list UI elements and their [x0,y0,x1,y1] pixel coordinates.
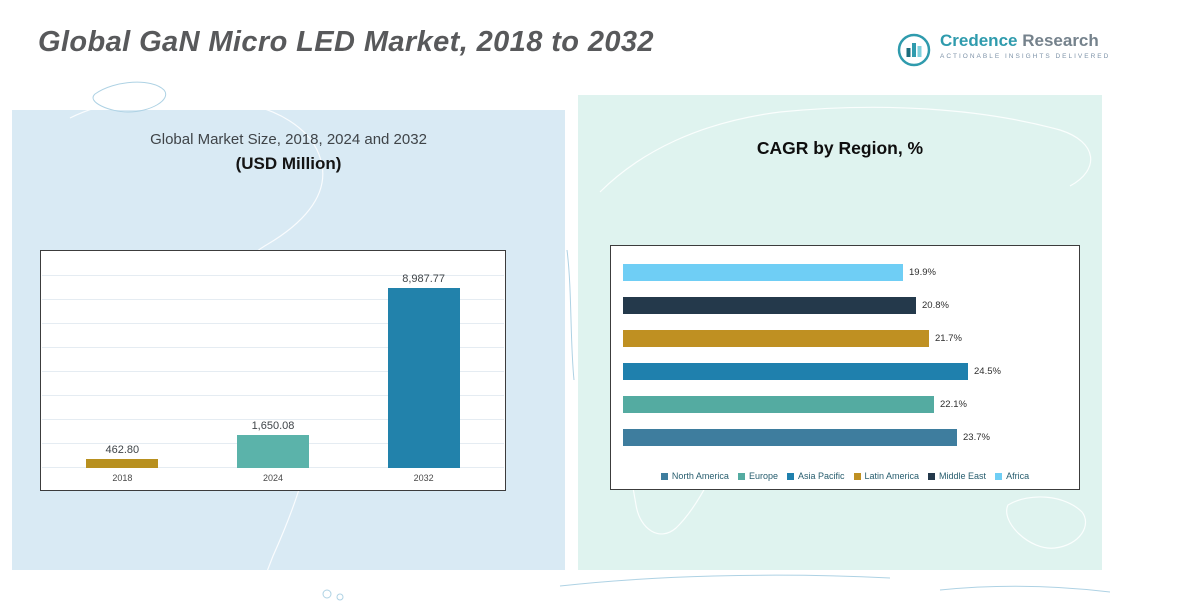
cagr-value-label: 22.1% [940,399,967,410]
cagr-value-label: 23.7% [963,432,990,443]
legend-item-middle-east: Middle East [928,471,986,481]
legend-item-africa: Africa [995,471,1029,481]
cagr-value-label: 24.5% [974,366,1001,377]
page-title: Global GaN Micro LED Market, 2018 to 203… [38,26,654,58]
market-size-chart-title: Global Market Size, 2018, 2024 and 2032 [150,131,427,148]
bar-group-2032: 8,987.77 2032 [349,273,498,488]
legend-swatch [928,472,936,480]
legend-label: Asia Pacific [797,471,845,481]
cagr-bar-north-america [623,429,957,446]
cagr-row-asia-pacific: 24.5% [623,363,1073,380]
bar-category-label: 2018 [112,473,133,483]
bar-value-label: 462.80 [105,443,140,456]
bar-group-2024: 1,650.08 2024 [198,420,347,488]
market-size-bar-2018 [86,458,159,468]
cagr-bar-latin-america [623,330,929,347]
legend-label: Africa [1006,471,1030,481]
brand-tagline: ACTIONABLE INSIGHTS DELIVERED [940,52,1111,60]
cagr-bar-africa [623,264,903,281]
bar-category-label: 2032 [413,473,434,483]
legend-swatch [786,472,794,480]
cagr-bar-europe [623,396,934,413]
legend-item-asia-pacific: Asia Pacific [786,471,845,481]
cagr-row-europe: 22.1% [623,396,1073,413]
cagr-row-middle-east: 20.8% [623,297,1073,314]
brand-name: Credence Research [940,31,1110,51]
legend-swatch [995,472,1003,480]
cagr-value-label: 19.9% [909,267,936,278]
legend-label: Europe [748,471,778,481]
market-size-bar-2024 [236,435,309,468]
cagr-legend: North America Europe Asia Pacific Latin Ame… [611,471,1079,481]
cagr-chart-title: CAGR by Region, % [756,138,924,158]
bar-category-label: 2024 [262,473,283,483]
cagr-value-label: 20.8% [922,300,949,311]
cagr-row-africa: 19.9% [623,264,1073,281]
cagr-plot: 19.9% 20.8% 21.7% 24.5% 22.1% 23.7% [623,264,1073,462]
legend-swatch [853,472,861,480]
cagr-chart: 19.9% 20.8% 21.7% 24.5% 22.1% 23.7% North Ame… [610,245,1080,490]
legend-item-north-america: North America [660,471,729,481]
cagr-bar-middle-east [623,297,916,314]
bar-value-label: 8,987.77 [402,273,446,286]
brand-primary: Credence [940,31,1018,50]
market-size-bar-2032 [387,288,460,468]
legend-label: Latin America [864,471,920,481]
bar-group-2018: 462.80 2018 [48,444,197,488]
cagr-value-label: 21.7% [935,333,962,344]
brand-secondary: Research [1022,31,1099,50]
logo-text: Credence Research ACTIONABLE INSIGHTS DE… [940,31,1111,60]
legend-swatch [660,472,668,480]
logo: Credence Research ACTIONABLE INSIGHTS DE… [896,31,1111,68]
legend-label: North America [671,471,729,481]
legend-item-europe: Europe [737,471,778,481]
legend-swatch [737,472,745,480]
cagr-row-north-america: 23.7% [623,429,1073,446]
market-size-chart: 462.80 2018 1,650.08 2024 8,987.77 2032 [40,250,506,491]
market-size-plot: 462.80 2018 1,650.08 2024 8,987.77 2032 [47,273,499,488]
legend-label: Middle East [939,471,987,481]
cagr-row-latin-america: 21.7% [623,330,1073,347]
market-size-chart-unit: (USD Million) [235,154,342,173]
market-size-chart-header: Global Market Size, 2018, 2024 and 2032 … [12,131,565,174]
cagr-bar-asia-pacific [623,363,968,380]
logo-chart-icon [897,33,931,67]
bar-value-label: 1,650.08 [251,420,295,432]
legend-item-latin-america: Latin America [853,471,920,481]
